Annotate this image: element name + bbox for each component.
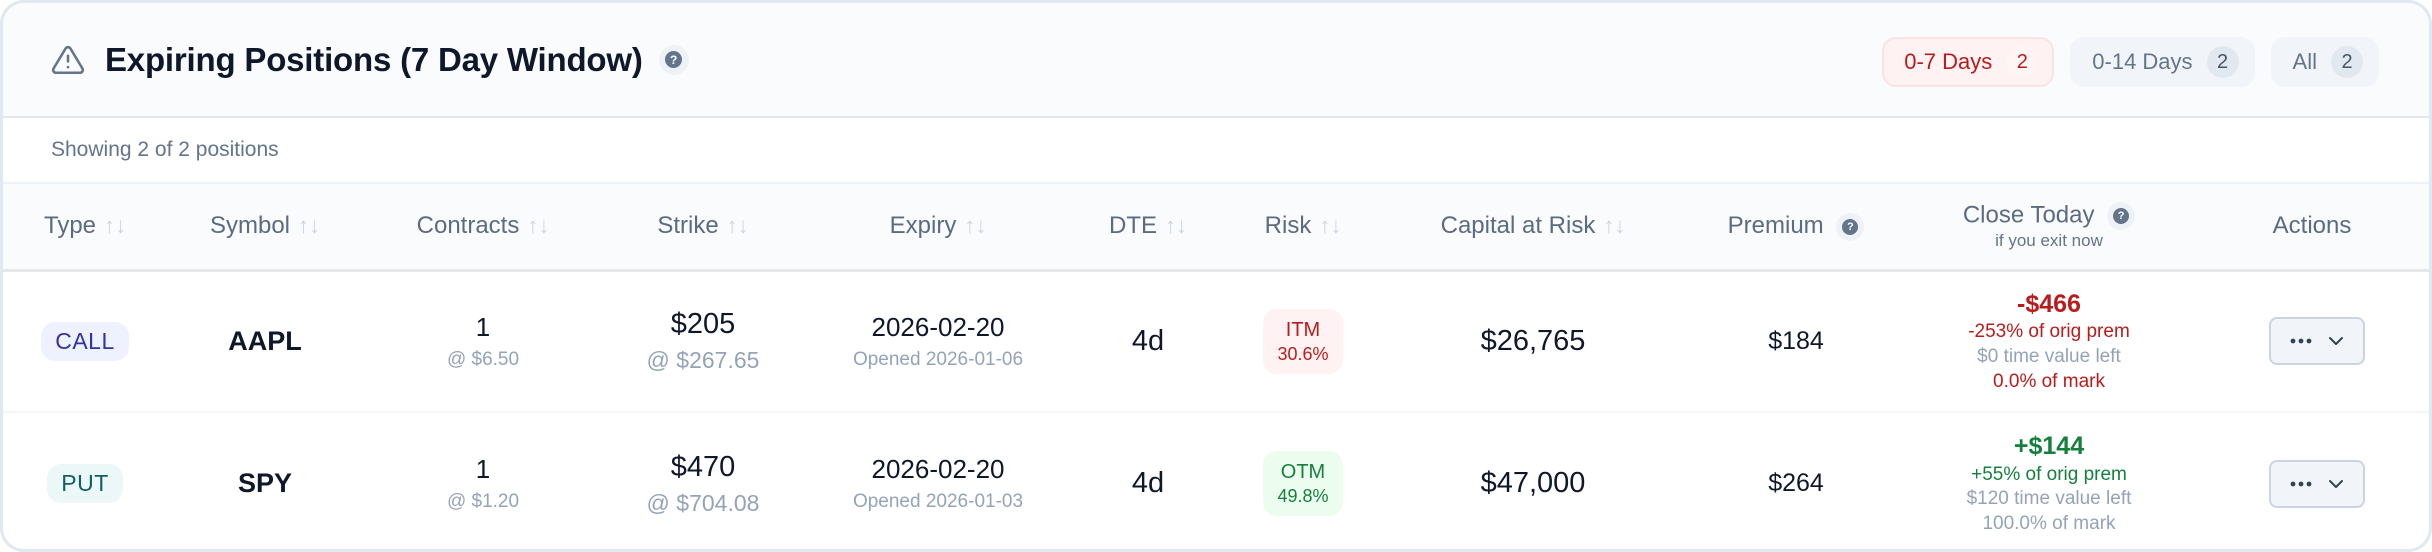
filter-count-badge: 2	[2206, 46, 2239, 78]
risk-badge: OTM 49.8%	[1263, 450, 1343, 517]
symbol: AAPL	[228, 325, 302, 356]
option-type-badge: PUT	[47, 464, 123, 503]
risk-label: OTM	[1280, 460, 1326, 483]
title-help-icon[interactable]: ?	[658, 44, 689, 75]
column-header-capital-at-risk[interactable]: Capital at Risk ↑↓	[1440, 212, 1626, 240]
table-row: PUT SPY 1 @ $1.20 $470 @ $704.08 2026-02…	[3, 412, 2429, 549]
table-row: CALL AAPL 1 @ $6.50 $205 @ $267.65 2026-…	[3, 270, 2429, 412]
column-header-type[interactable]: Type ↑↓	[43, 212, 127, 240]
row-actions-button[interactable]	[2269, 459, 2365, 508]
column-header-close-today: Close Today ? if you exit now	[1909, 184, 2189, 270]
sort-icon: ↑↓	[1603, 213, 1626, 239]
sort-icon: ↑↓	[527, 213, 550, 239]
risk-label: ITM	[1285, 318, 1321, 341]
strike-price: $205	[670, 308, 736, 341]
page-title: Expiring Positions (7 Day Window)	[105, 40, 643, 78]
column-header-premium: Premium ?	[1683, 184, 1909, 270]
option-type-badge: CALL	[41, 321, 129, 361]
expiry-date: 2026-02-20	[871, 311, 1005, 342]
card-header: Expiring Positions (7 Day Window) ? 0-7 …	[3, 3, 2429, 118]
positions-table: Type ↑↓ Symbol ↑↓ Contracts ↑↓ Strike ↑↓ Exp…	[3, 184, 2429, 549]
underlying-price: @ $704.08	[646, 489, 760, 516]
risk-percent: 30.6%	[1277, 343, 1329, 364]
premium: $184	[1768, 326, 1824, 355]
premium: $264	[1768, 469, 1824, 497]
opened-date: Opened 2026-01-03	[852, 491, 1024, 512]
sort-icon: ↑↓	[1165, 213, 1187, 239]
filter-count-badge: 2	[2006, 46, 2039, 78]
column-header-contracts[interactable]: Contracts ↑↓	[416, 212, 550, 240]
close-pnl: +$144	[2013, 432, 2085, 461]
time-value-left: $0 time value left	[1977, 346, 2121, 368]
warning-triangle-icon	[51, 43, 85, 77]
chevron-down-icon	[2329, 479, 2343, 488]
column-subtitle: if you exit now	[1995, 230, 2103, 250]
risk-percent: 49.8%	[1277, 485, 1329, 506]
sort-icon: ↑↓	[298, 213, 321, 239]
close-pct-orig-premium: -253% of orig prem	[1968, 321, 2130, 343]
more-dots-icon	[2290, 481, 2312, 486]
question-circle-icon: ?	[665, 51, 683, 68]
question-circle-icon: ?	[1842, 218, 1859, 235]
column-header-dte[interactable]: DTE ↑↓	[1109, 212, 1187, 240]
days-to-expiry: 4d	[1131, 467, 1165, 499]
filter-count-badge: 2	[2331, 46, 2363, 78]
chevron-down-icon	[2329, 337, 2343, 346]
filter-label: 0-14 Days	[2092, 49, 2193, 74]
column-header-actions: Actions	[2272, 212, 2352, 240]
percent-of-mark: 100.0% of mark	[1982, 513, 2116, 535]
premium-help-icon[interactable]: ?	[1836, 212, 1865, 241]
column-header-strike[interactable]: Strike ↑↓	[657, 212, 749, 240]
capital-at-risk: $26,765	[1480, 324, 1586, 357]
filter-all[interactable]: All 2	[2270, 37, 2379, 87]
more-dots-icon	[2290, 338, 2312, 344]
expiry-filter-group: 0-7 Days 2 0-14 Days 2 All 2	[1882, 37, 2379, 87]
close-pct-orig-premium: +55% of orig prem	[1971, 463, 2127, 485]
capital-at-risk: $47,000	[1480, 467, 1586, 499]
filter-0-14-days[interactable]: 0-14 Days 2	[2070, 37, 2255, 87]
question-circle-icon: ?	[2113, 207, 2130, 224]
sort-icon: ↑↓	[1319, 213, 1342, 239]
risk-badge: ITM 30.6%	[1263, 308, 1343, 374]
underlying-price: @ $267.65	[646, 347, 760, 374]
sort-icon: ↑↓	[726, 213, 749, 239]
sort-icon: ↑↓	[964, 213, 987, 239]
percent-of-mark: 0.0% of mark	[1993, 370, 2105, 392]
strike-price: $470	[670, 450, 736, 483]
close-today-help-icon[interactable]: ?	[2107, 201, 2136, 230]
sort-icon: ↑↓	[104, 213, 127, 239]
filter-label: 0-7 Days	[1904, 49, 1993, 74]
contracts-price: @ $6.50	[446, 348, 520, 370]
table-header-row: Type ↑↓ Symbol ↑↓ Contracts ↑↓ Strike ↑↓ Exp…	[3, 184, 2429, 270]
contracts-count: 1	[475, 311, 491, 342]
column-header-risk[interactable]: Risk ↑↓	[1264, 212, 1342, 240]
expiry-date: 2026-02-20	[871, 454, 1005, 484]
time-value-left: $120 time value left	[1966, 488, 2132, 510]
showing-count-text: Showing 2 of 2 positions	[3, 118, 2429, 184]
opened-date: Opened 2026-01-06	[852, 348, 1024, 370]
row-actions-button[interactable]	[2269, 317, 2365, 366]
symbol: SPY	[237, 468, 293, 498]
filter-0-7-days[interactable]: 0-7 Days 2	[1882, 37, 2055, 87]
days-to-expiry: 4d	[1131, 324, 1165, 357]
contracts-count: 1	[475, 454, 491, 484]
column-header-symbol[interactable]: Symbol ↑↓	[209, 212, 321, 240]
filter-label: All	[2292, 49, 2317, 74]
column-header-expiry[interactable]: Expiry ↑↓	[889, 212, 987, 240]
close-pnl: -$466	[2017, 289, 2081, 318]
contracts-price: @ $1.20	[446, 491, 520, 512]
